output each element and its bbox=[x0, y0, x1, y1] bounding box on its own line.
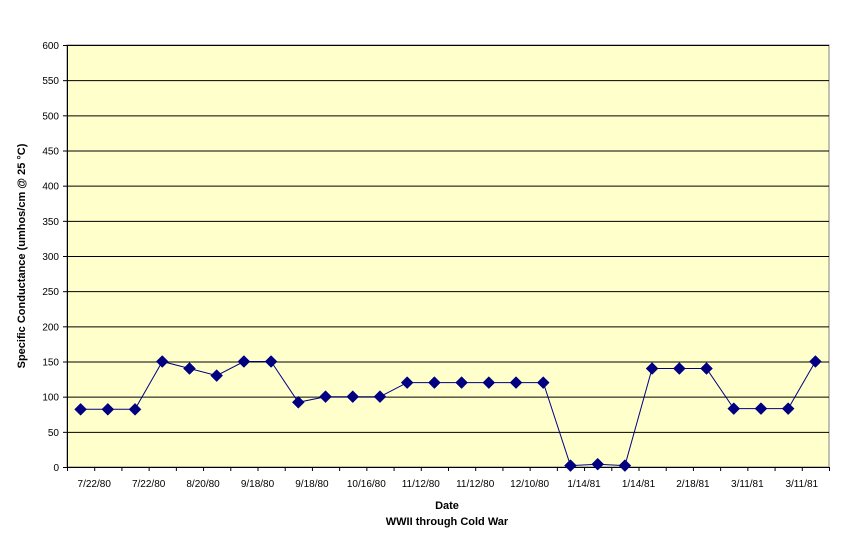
data-point bbox=[672, 362, 686, 375]
y-tick-label: 300 bbox=[42, 252, 59, 263]
x-tick-label: 10/16/80 bbox=[347, 479, 386, 490]
data-point bbox=[74, 402, 87, 416]
data-point bbox=[101, 402, 115, 416]
y-tick-label: 450 bbox=[42, 147, 59, 158]
y-tick-label: 200 bbox=[42, 322, 59, 333]
x-tick-label: 3/11/81 bbox=[785, 479, 818, 490]
x-tick-label: 11/12/80 bbox=[402, 479, 441, 490]
data-point bbox=[509, 376, 523, 389]
data-point bbox=[618, 459, 632, 472]
data-point bbox=[700, 362, 713, 375]
y-tick-label: 0 bbox=[53, 463, 59, 474]
y-tick-label: 550 bbox=[42, 76, 59, 87]
x-tick-label: 8/20/80 bbox=[186, 479, 220, 490]
y-tick-label: 250 bbox=[42, 287, 59, 298]
data-point bbox=[128, 402, 142, 416]
x-axis-title: Date bbox=[435, 500, 459, 512]
y-tick-label: 600 bbox=[42, 41, 59, 52]
x-tick-label: 1/14/81 bbox=[622, 479, 656, 490]
series-group bbox=[74, 355, 822, 472]
x-tick-label: 3/11/81 bbox=[731, 479, 764, 490]
x-tick-label: 9/18/80 bbox=[241, 479, 275, 490]
data-point bbox=[346, 390, 360, 404]
data-point bbox=[809, 355, 822, 368]
data-point bbox=[155, 355, 169, 368]
data-point bbox=[781, 402, 795, 415]
x-tick-label: 11/12/80 bbox=[456, 479, 495, 490]
data-point bbox=[591, 457, 605, 471]
data-point bbox=[482, 376, 496, 389]
data-point bbox=[210, 369, 224, 382]
y-tick-label: 400 bbox=[42, 182, 59, 193]
y-tick-label: 150 bbox=[42, 358, 59, 369]
data-point bbox=[183, 362, 196, 375]
y-tick-label: 350 bbox=[42, 217, 59, 228]
x-tick-label: 12/10/80 bbox=[510, 479, 549, 490]
data-point bbox=[536, 376, 550, 389]
data-point bbox=[291, 395, 305, 409]
data-point bbox=[727, 402, 741, 415]
series-line bbox=[80, 360, 816, 467]
data-point bbox=[645, 362, 659, 375]
data-point bbox=[455, 376, 468, 389]
y-tick-label: 500 bbox=[42, 111, 59, 122]
data-point bbox=[264, 355, 278, 368]
x-tick-label: 7/22/80 bbox=[78, 479, 112, 490]
x-axis-subtitle: WWII through Cold War bbox=[386, 516, 509, 528]
data-point bbox=[373, 390, 387, 404]
y-tick-label: 100 bbox=[42, 393, 59, 404]
data-point bbox=[428, 376, 441, 389]
gridlines bbox=[67, 45, 829, 433]
x-tick-label: 7/22/80 bbox=[132, 479, 166, 490]
x-axis: 7/22/80 7/22/80 8/20/80 9/18/80 9/18/80 10/16… bbox=[67, 467, 830, 490]
x-tick-label: 2/18/81 bbox=[676, 479, 710, 490]
y-tick-label: 50 bbox=[48, 428, 60, 439]
data-point bbox=[754, 402, 768, 415]
data-point bbox=[237, 355, 251, 368]
x-tick-label: 1/14/81 bbox=[567, 479, 601, 490]
y-axis: 0 50 100 150 200 250 300 350 400 450 500 550 600 bbox=[42, 41, 68, 474]
y-axis-title: Specific Conductance (umhos/cm @ 25 °C) bbox=[16, 143, 28, 368]
data-point bbox=[319, 390, 332, 404]
data-point bbox=[564, 459, 577, 472]
data-point bbox=[400, 376, 414, 389]
x-tick-label: 9/18/80 bbox=[295, 479, 329, 490]
